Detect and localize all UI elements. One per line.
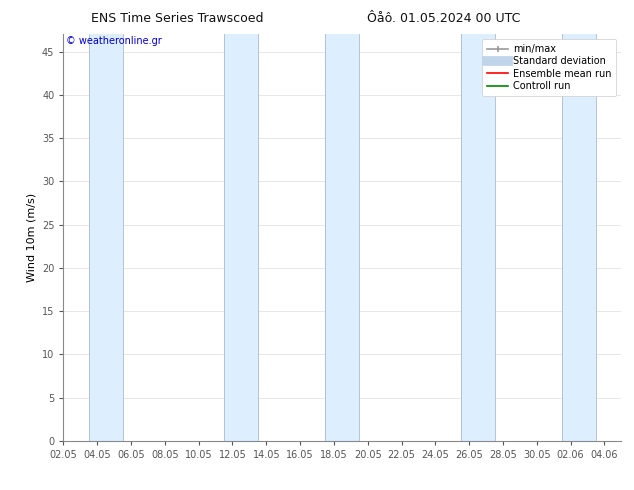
Bar — [562, 34, 596, 441]
Bar — [325, 34, 359, 441]
Bar — [461, 34, 495, 441]
Text: Ôåô. 01.05.2024 00 UTC: Ôåô. 01.05.2024 00 UTC — [367, 12, 521, 25]
Legend: min/max, Standard deviation, Ensemble mean run, Controll run: min/max, Standard deviation, Ensemble me… — [482, 39, 616, 96]
Text: ENS Time Series Trawscoed: ENS Time Series Trawscoed — [91, 12, 264, 25]
Bar — [224, 34, 258, 441]
Bar — [89, 34, 122, 441]
Text: © weatheronline.gr: © weatheronline.gr — [66, 36, 162, 47]
Y-axis label: Wind 10m (m/s): Wind 10m (m/s) — [27, 193, 36, 282]
